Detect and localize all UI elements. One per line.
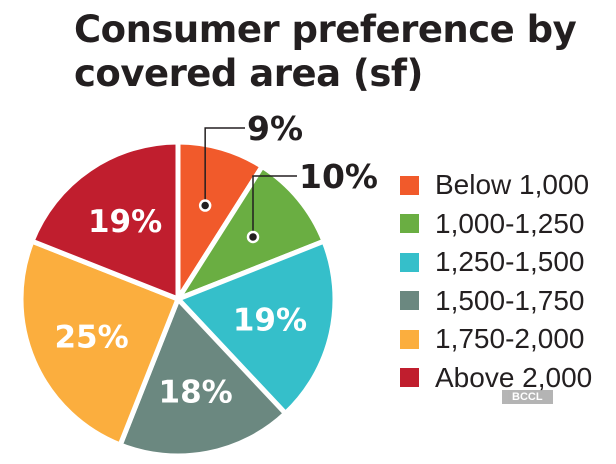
legend-label: Above 2,000: [435, 361, 593, 393]
legend-item: 1,000-1,250: [400, 205, 592, 244]
leader-dot: [246, 230, 260, 244]
title-line-2: covered area (sf): [74, 52, 423, 95]
pie-slice-2: [175, 238, 338, 416]
leader-line: [252, 175, 297, 237]
leader-dot: [198, 199, 212, 212]
legend-label: 1,000-1,250: [435, 207, 585, 239]
legend-swatch: [400, 252, 419, 272]
pie-slice-3: [117, 296, 288, 459]
data-label: 10%: [299, 157, 378, 196]
leader-line: [204, 127, 245, 206]
chart-title: Consumer preference by covered area (sf): [74, 8, 577, 96]
legend-label: 1,250-1,500: [435, 246, 585, 278]
legend-swatch: [400, 329, 419, 349]
legend-swatch: [400, 214, 419, 234]
pie-slice-4: [18, 238, 181, 448]
data-label: 19%: [88, 204, 162, 240]
legend-swatch: [400, 291, 419, 311]
legend-item: 1,250-1,500: [400, 243, 592, 282]
legend-item: Above 2,000: [400, 359, 592, 398]
legend-label: Below 1,000: [435, 169, 590, 201]
legend-label: 1,750-2,000: [435, 323, 585, 355]
legend-swatch: [400, 368, 419, 388]
pie-slice-5: [29, 139, 181, 302]
data-label: 25%: [54, 319, 128, 355]
data-label: 9%: [247, 109, 303, 148]
data-label: 18%: [159, 375, 233, 411]
data-label: 19%: [233, 303, 307, 339]
legend-swatch: [400, 175, 419, 195]
legend-item: 1,500-1,750: [400, 282, 592, 321]
legend-item: 1,750-2,000: [400, 320, 592, 359]
title-line-1: Consumer preference by: [74, 8, 577, 51]
watermark: BCCL: [502, 390, 553, 404]
legend: Below 1,000 1,000-1,250 1,250-1,500 1,500-1…: [400, 166, 592, 397]
legend-label: 1,500-1,750: [435, 284, 585, 316]
legend-item: Below 1,000: [400, 166, 592, 205]
